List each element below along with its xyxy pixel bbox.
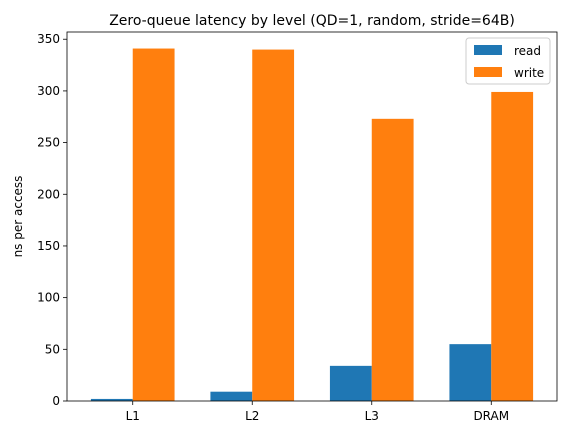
y-axis-label: ns per access: [11, 176, 25, 258]
y-tick-label: 300: [37, 84, 60, 98]
y-tick-label: 100: [37, 291, 60, 305]
bar-read-l1: [90, 398, 133, 401]
y-tick-label: 250: [37, 136, 60, 150]
x-tick-label-l3: L3: [365, 409, 379, 423]
plot-frame: [66, 31, 558, 402]
bar-write-l1: [132, 48, 175, 402]
legend-items: read write: [474, 44, 544, 80]
bars-layer: [90, 48, 534, 402]
legend-swatch-write: [474, 67, 502, 77]
legend: read write: [465, 37, 551, 85]
chart-title: Zero-queue latency by level (QD=1, rando…: [109, 13, 515, 29]
x-tick-label-l2: L2: [245, 409, 259, 423]
y-tick-label: 50: [45, 342, 60, 356]
legend-swatch-read: [474, 45, 502, 55]
y-axis-ticks: 0 50 100 150 200 250 300 350: [37, 32, 67, 408]
bar-read-l3: [329, 365, 372, 401]
bar-read-l2: [210, 391, 253, 401]
bar-write-l3: [371, 118, 414, 401]
bar-write-l2: [252, 49, 295, 401]
legend-label-read: read: [514, 44, 541, 58]
bar-write-dram: [491, 91, 534, 401]
x-tick-label-l1: L1: [126, 409, 140, 423]
y-tick-label: 200: [37, 187, 60, 201]
x-tick-label-dram: DRAM: [473, 409, 509, 423]
x-axis-ticks: L1 L2 L3 DRAM: [126, 401, 509, 423]
y-tick-label: 0: [52, 394, 60, 408]
bar-read-dram: [449, 344, 492, 401]
y-tick-label: 150: [37, 239, 60, 253]
legend-label-write: write: [514, 66, 544, 80]
y-tick-label: 350: [37, 32, 60, 46]
